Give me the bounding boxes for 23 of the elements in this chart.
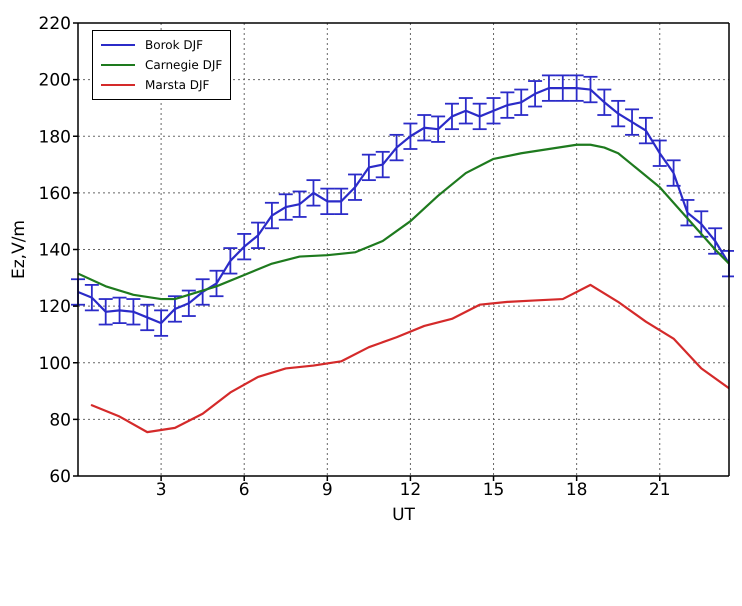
y-tick-label: 160 bbox=[38, 184, 71, 204]
x-tick-label: 6 bbox=[238, 480, 250, 500]
y-axis-title: Ez,V/m bbox=[9, 220, 30, 279]
y-tick-label: 140 bbox=[38, 240, 71, 261]
x-tick-label: 15 bbox=[482, 480, 504, 500]
y-tick-label: 60 bbox=[49, 467, 71, 488]
y-tick-label: 100 bbox=[38, 354, 71, 374]
x-axis-title: UT bbox=[392, 505, 416, 525]
line-series bbox=[90, 284, 729, 434]
y-tick-label: 180 bbox=[38, 127, 71, 148]
y-tick-label: 120 bbox=[38, 297, 71, 318]
y-tick-label: 220 bbox=[38, 14, 71, 34]
x-tick-label: 21 bbox=[648, 480, 671, 500]
x-tick-label: 9 bbox=[322, 480, 333, 500]
y-tick-label: 80 bbox=[49, 410, 71, 430]
y-tick-label: 200 bbox=[38, 70, 71, 91]
legend-label: Marsta DJF bbox=[145, 78, 210, 92]
line-series bbox=[78, 144, 729, 300]
legend-label: Carnegie DJF bbox=[145, 58, 222, 72]
x-tick-label: 12 bbox=[400, 480, 422, 500]
legend-label: Borok DJF bbox=[145, 38, 204, 52]
x-tick-label: 18 bbox=[566, 480, 588, 500]
x-tick-label: 3 bbox=[156, 480, 167, 500]
